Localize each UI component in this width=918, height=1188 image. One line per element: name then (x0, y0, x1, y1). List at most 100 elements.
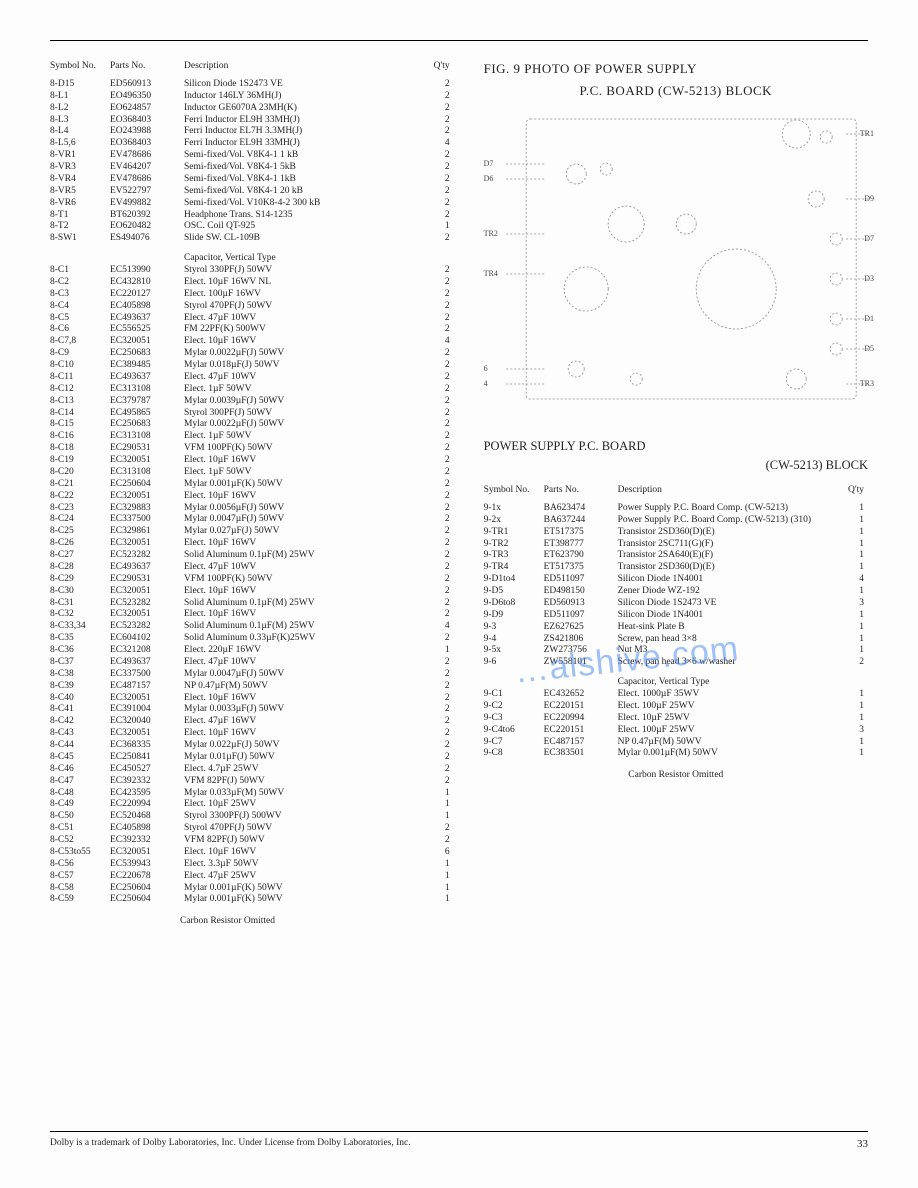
cell-qty: 1 (840, 515, 868, 527)
cell-desc: VFM 100PF(K) 50WV (184, 574, 426, 586)
cell-qty: 2 (426, 669, 454, 681)
cell-partsno: EC320051 (110, 586, 184, 598)
cell-symbol: 8-T2 (50, 221, 110, 233)
cell-partsno: EC539943 (110, 859, 184, 871)
cell-desc: Ferri Inductor EL9H 33MH(J) (184, 115, 426, 127)
cell-partsno: EC250604 (110, 479, 184, 491)
cell-qty: 4 (840, 574, 868, 586)
cell-qty: 2 (426, 704, 454, 716)
lbl-d7: D7 (484, 159, 494, 168)
table-row: 9-C3EC220994Elect. 10µF 25WV1 (484, 713, 868, 725)
cell-symbol: 8-C27 (50, 550, 110, 562)
col-symbol: Symbol No. (50, 61, 110, 79)
cell-symbol: 8-C45 (50, 752, 110, 764)
page-number: 33 (857, 1138, 868, 1150)
cell-partsno: EC493637 (110, 372, 184, 384)
table-row: 8-C30EC320051Elect. 10µF 16WV2 (50, 586, 454, 598)
cell-symbol: 9-C3 (484, 713, 544, 725)
table-row: 8-C32EC320051Elect. 10µF 16WV2 (50, 609, 454, 621)
cell-desc: Ferri Inductor EL9H 33MH(J) (184, 138, 426, 150)
table-row: 8-VR3EV464207Semi-fixed/Vol. V8K4-1 5kB2 (50, 162, 454, 174)
cell-desc: Mylar 0.018µF(J) 50WV (184, 360, 426, 372)
cell-qty: 2 (426, 574, 454, 586)
cell-desc: FM 22PF(K) 500WV (184, 324, 426, 336)
cell-symbol: 8-C41 (50, 704, 110, 716)
cell-qty: 2 (426, 79, 454, 91)
cell-qty: 1 (426, 221, 454, 233)
cell-symbol: 8-VR4 (50, 174, 110, 186)
cell-desc: Power Supply P.C. Board Comp. (CW-5213) … (618, 515, 840, 527)
cell-desc: Styrol 470PF(J) 50WV (184, 301, 426, 313)
cell-partsno: EC321208 (110, 645, 184, 657)
cell-qty: 2 (426, 479, 454, 491)
cell-qty: 2 (426, 467, 454, 479)
table-row: 8-C22EC320051Elect. 10µF 16WV2 (50, 491, 454, 503)
cell-qty: 2 (426, 443, 454, 455)
cell-symbol: 8-C12 (50, 384, 110, 396)
cell-symbol: 8-C9 (50, 348, 110, 360)
cell-qty: 1 (426, 811, 454, 823)
cell-desc: Screw, pan head 3×6 w/washer (618, 657, 840, 669)
cell-partsno: EC432652 (544, 689, 618, 701)
cell-desc: Elect. 10µF 16WV NL (184, 277, 426, 289)
cell-partsno: EC493637 (110, 313, 184, 325)
cell-partsno: EC320051 (110, 455, 184, 467)
cell-desc: Mylar 0.01µF(J) 50WV (184, 752, 426, 764)
table-row: 8-T1BT620392Headphone Trans. S14-12352 (50, 210, 454, 222)
cell-qty: 2 (426, 150, 454, 162)
cell-qty: 1 (840, 622, 868, 634)
col-desc: Description (184, 61, 426, 79)
cell-qty: 2 (426, 174, 454, 186)
page-footer: Dolby is a trademark of Dolby Laboratori… (50, 1131, 868, 1150)
table-row: 8-C6EC556525FM 22PF(K) 500WV2 (50, 324, 454, 336)
cell-qty: 1 (840, 645, 868, 657)
cell-partsno: EC250841 (110, 752, 184, 764)
table-row: 8-L1EO496350Inductor 146LY 36MH(J)2 (50, 91, 454, 103)
cell-qty: 2 (426, 210, 454, 222)
cell-symbol: 8-C3 (50, 289, 110, 301)
cell-partsno: EC320051 (110, 609, 184, 621)
table-row: 8-D15ED560913Silicon Diode 1S2473 VE2 (50, 79, 454, 91)
cell-symbol: 9-D5 (484, 586, 544, 598)
cell-desc: Mylar 0.0033µF(J) 50WV (184, 704, 426, 716)
cell-desc: Semi-fixed/Vol. V8K4-1 5kB (184, 162, 426, 174)
cell-partsno: ED511097 (544, 574, 618, 586)
cell-symbol: 8-C31 (50, 598, 110, 610)
cell-desc: Inductor GE6070A 23MH(K) (184, 103, 426, 115)
cell-qty: 2 (426, 657, 454, 669)
cell-desc: VFM 82PF(J) 50WV (184, 835, 426, 847)
cell-partsno: EO624857 (110, 103, 184, 115)
cell-symbol: 8-C16 (50, 431, 110, 443)
cell-symbol: 8-C51 (50, 823, 110, 835)
cell-desc: Silicon Diode 1N4001 (618, 610, 840, 622)
cell-desc: Silicon Diode 1S2473 VE (184, 79, 426, 91)
cell-desc: Nut M3 (618, 645, 840, 657)
cell-qty: 4 (426, 138, 454, 150)
cell-desc: Mylar 0.0022µF(J) 50WV (184, 348, 426, 360)
cell-qty: 2 (426, 550, 454, 562)
cell-qty: 2 (426, 633, 454, 645)
cell-qty: 4 (426, 336, 454, 348)
table-row: 8-C5EC493637Elect. 47µF 10WV2 (50, 313, 454, 325)
cell-desc: Elect. 100µF 25WV (618, 701, 840, 713)
table-row: 8-C11EC493637Elect. 47µF 10WV2 (50, 372, 454, 384)
table-row: 8-C3EC220127Elect. 100µF 16WV2 (50, 289, 454, 301)
cell-desc: Solid Aluminum 0.1µF(M) 25WV (184, 621, 426, 633)
cell-partsno: EC337500 (110, 514, 184, 526)
cell-qty: 2 (426, 562, 454, 574)
cell-symbol: 9-1x (484, 503, 544, 515)
cell-desc: Elect. 10µF 16WV (184, 586, 426, 598)
table-row: 8-VR6EV499882Semi-fixed/Vol. V10K8-4-2 3… (50, 198, 454, 210)
cell-desc: Slide SW. CL-109B (184, 233, 426, 245)
cell-partsno: EC290531 (110, 443, 184, 455)
cell-desc: Styrol 3300PF(J) 500WV (184, 811, 426, 823)
cell-symbol: 8-C40 (50, 693, 110, 705)
cell-qty: 1 (840, 737, 868, 749)
cell-partsno: BA623474 (544, 503, 618, 515)
table-row: 8-C39EC487157NP 0.47µF(M) 50WV2 (50, 681, 454, 693)
cell-qty: 2 (426, 835, 454, 847)
cell-symbol: 9-D6to8 (484, 598, 544, 610)
cell-desc: Mylar 0.001µF(K) 50WV (184, 883, 426, 895)
table-row: 8-C21EC250604Mylar 0.001µF(K) 50WV2 (50, 479, 454, 491)
cell-symbol: 8-C28 (50, 562, 110, 574)
